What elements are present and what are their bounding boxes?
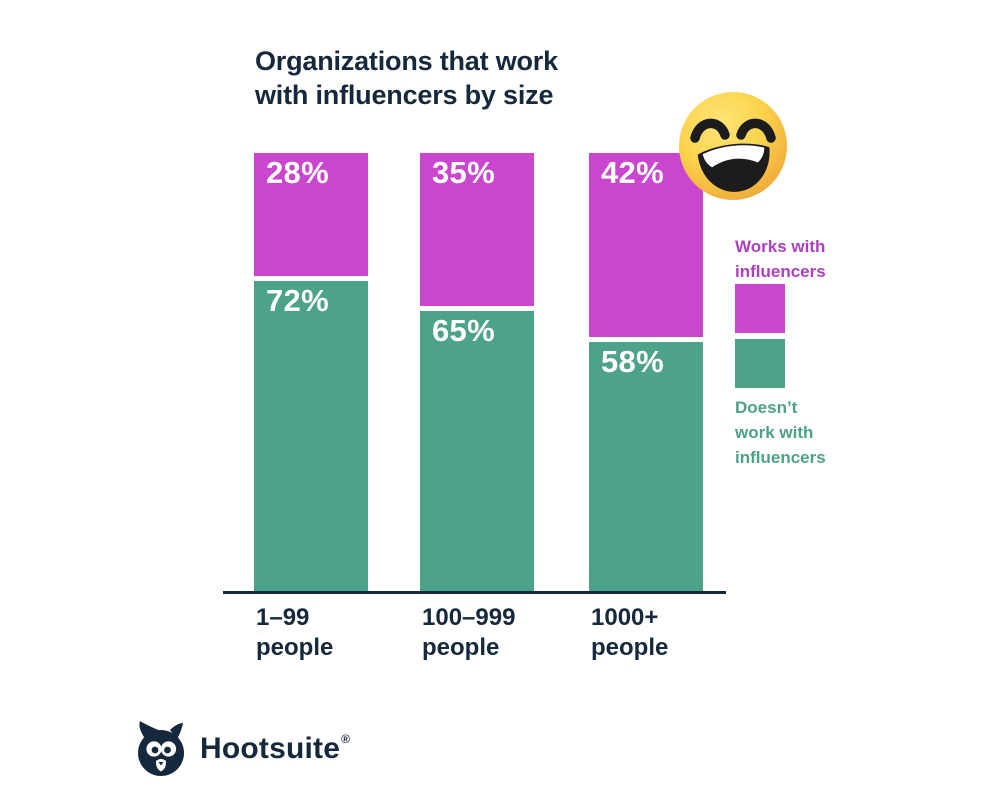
- legend-swatch-doesnt: [735, 339, 785, 388]
- x-axis-category-label: 100–999 people: [422, 604, 516, 661]
- emoji-left-eye: [690, 118, 730, 143]
- emoji-right-eye: [736, 118, 776, 143]
- x-axis-category-label: 1–99 people: [256, 604, 334, 661]
- bar-chart: 28% 72% 1–99 people 35% 65% 100–999 people 42%…: [223, 153, 726, 661]
- bar-value-label: 65%: [432, 313, 495, 348]
- bar-value-label: 72%: [266, 283, 329, 318]
- chart-title-line1: Organizations that work: [255, 46, 558, 76]
- laughing-emoji-icon: [679, 92, 787, 200]
- x-axis-line: [223, 591, 726, 594]
- bar-group: 35% 65% 100–999 people: [420, 153, 534, 661]
- brand-logo: Hootsuite®: [133, 720, 350, 778]
- bar-value-label: 58%: [601, 344, 664, 379]
- hootsuite-owl-icon: [138, 721, 184, 776]
- bar-segment-doesnt: 65%: [420, 311, 534, 591]
- bar-value-label: 28%: [266, 155, 329, 190]
- bar-segment-works: 42%: [589, 153, 703, 337]
- chart-title: Organizations that work with influencers…: [255, 44, 558, 112]
- emoji-mouth: [697, 143, 770, 192]
- legend: Works with influencers Doesn’t work with…: [735, 234, 875, 470]
- bar-value-label: 35%: [432, 155, 495, 190]
- bar-value-label: 42%: [601, 155, 664, 190]
- legend-swatch-works: [735, 284, 785, 333]
- x-axis-category-label: 1000+ people: [591, 604, 669, 661]
- bar-group: 42% 58% 1000+ people: [589, 153, 703, 661]
- bar-segment-works: 35%: [420, 153, 534, 306]
- brand-wordmark: Hootsuite®: [200, 731, 350, 766]
- bar-segment-works: 28%: [254, 153, 368, 276]
- bar-group: 28% 72% 1–99 people: [254, 153, 368, 661]
- chart-title-line2: with influencers by size: [255, 80, 554, 110]
- bar-segment-doesnt: 58%: [589, 342, 703, 591]
- registered-mark-icon: ®: [341, 731, 350, 746]
- legend-label-doesnt: Doesn’t work with influencers: [735, 398, 826, 467]
- brand-name: Hootsuite: [200, 732, 341, 765]
- bar-segment-doesnt: 72%: [254, 281, 368, 591]
- legend-label-works: Works with influencers: [735, 237, 826, 281]
